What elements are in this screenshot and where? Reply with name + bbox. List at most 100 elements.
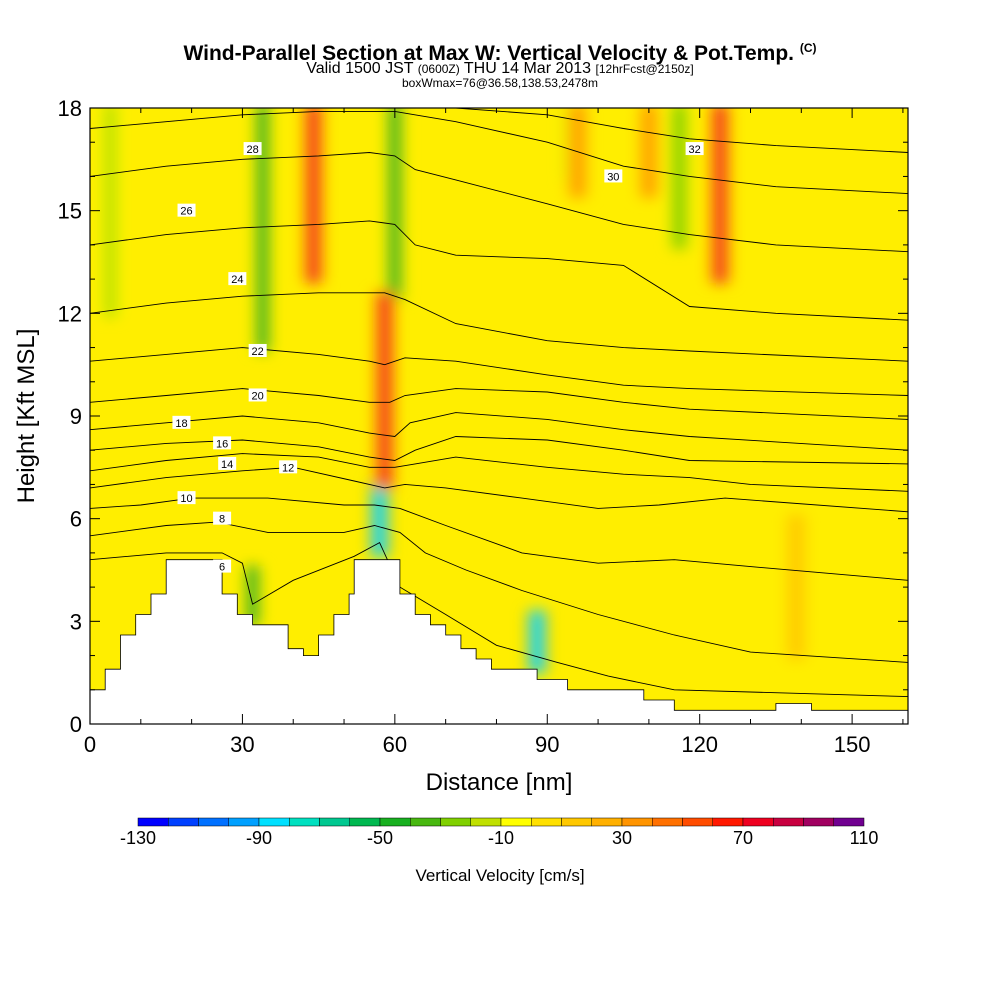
axes: 0 30 60 90 120 150 0 3 6 9 12 15 18	[58, 96, 908, 757]
terrain	[90, 559, 908, 724]
theta-label-12: 12	[279, 460, 298, 474]
updraft-cell-5-0	[792, 514, 801, 660]
theta-contour-24	[90, 292, 908, 362]
theta-label-6: 6	[213, 559, 232, 574]
downdraft-cell-0-0	[258, 108, 267, 352]
theta-label-bg-32	[685, 142, 704, 156]
theta-label-text-20: 20	[252, 390, 264, 402]
colorbar-swatch	[682, 817, 713, 827]
colorbar-swatch	[773, 817, 804, 827]
downdraft-cell-1-0	[391, 108, 399, 301]
colorbar-swatch	[137, 817, 169, 827]
colorbar-tick-label: -90	[246, 828, 272, 848]
theta-contour-12	[90, 466, 908, 513]
y-tick-label: 0	[70, 712, 82, 737]
colorbar-swatch	[803, 817, 834, 827]
theta-label-bg-12	[279, 460, 298, 474]
theta-contour-32	[455, 108, 908, 153]
downdraft-cell-6-0	[106, 108, 115, 318]
y-tick-label: 15	[58, 199, 82, 224]
theta-label-22: 22	[248, 343, 267, 358]
theta-label-bg-22	[248, 343, 267, 357]
theta-contour-20	[90, 388, 908, 420]
theta-label-28: 28	[243, 142, 262, 156]
theta-label-bg-26	[177, 203, 196, 217]
colorbar-swatch	[531, 817, 562, 827]
theta-contour-labels: 6 8 10 12 14 16 18 20 22 24 26 28 30 32	[172, 142, 704, 574]
x-tick-label: 0	[84, 732, 96, 757]
chart-subtitle: Valid 1500 JST (0600Z) THU 14 Mar 2013 […	[0, 60, 1000, 78]
theta-label-bg-14	[218, 456, 237, 470]
colorbar-tick-label: -50	[367, 828, 393, 848]
valid-date: THU 14 Mar 2013	[463, 60, 592, 77]
theta-contour-18	[90, 412, 908, 451]
colorbar-swatch	[500, 817, 532, 827]
colorbar-swatch	[410, 817, 441, 827]
theta-label-bg-10	[177, 491, 196, 505]
x-tick-label: 90	[535, 732, 559, 757]
colorbar-swatch	[742, 817, 774, 827]
colorbar-swatch	[652, 817, 683, 827]
theta-label-text-16: 16	[216, 438, 228, 450]
colorbar-tick-label: -10	[488, 828, 514, 848]
colorbar-swatch	[258, 817, 290, 827]
valid-time: Valid 1500 JST	[306, 60, 414, 77]
theta-label-8: 8	[213, 511, 232, 526]
theta-label-18: 18	[172, 415, 191, 430]
downdraft-cell-7-0	[248, 566, 257, 626]
x-tick-label: 120	[681, 732, 718, 757]
colorbar-swatch	[621, 817, 653, 827]
colorbar-swatch	[833, 817, 865, 827]
colorbar-swatch	[289, 817, 320, 827]
theta-label-bg-30	[604, 169, 623, 183]
updraft-cell-0-0	[309, 108, 318, 284]
colorbar-swatch	[470, 817, 502, 827]
colorbar-swatch	[168, 817, 199, 827]
theta-label-text-32: 32	[688, 144, 700, 156]
y-tick-label: 9	[70, 404, 82, 429]
theta-label-text-8: 8	[219, 514, 225, 526]
theta-contour-14	[90, 453, 908, 492]
valid-utc: (0600Z)	[417, 62, 460, 76]
theta-label-text-12: 12	[282, 462, 294, 474]
theta-label-text-14: 14	[221, 459, 233, 471]
y-tick-label: 12	[58, 301, 82, 326]
chart-title: Wind-Parallel Section at Max W: Vertical…	[0, 36, 1000, 66]
colorbar: -130 -90 -50 -10 30 70 110	[120, 817, 878, 848]
colorbar-tick-label: -130	[120, 828, 156, 848]
theta-label-bg-24	[228, 272, 247, 286]
updraft-cell-2-0	[716, 108, 725, 284]
theta-contour-6	[90, 541, 908, 698]
y-tick-label: 18	[58, 96, 82, 121]
velocity-field	[99, 108, 809, 674]
theta-label-30: 30	[604, 169, 623, 183]
theta-label-bg-28	[243, 142, 262, 156]
downdraft-cell-2-0	[375, 480, 384, 557]
x-tick-label: 60	[383, 732, 407, 757]
theta-label-10: 10	[177, 491, 196, 505]
theta-label-text-6: 6	[219, 562, 225, 574]
theta-label-24: 24	[228, 272, 247, 286]
updraft-cell-1-0	[380, 292, 389, 489]
theta-label-bg-16	[213, 436, 232, 450]
downdraft-cell-3-0	[533, 610, 541, 674]
colorbar-swatch	[712, 817, 744, 827]
colorbar-swatch	[228, 817, 260, 827]
y-axis-label: Height [Kft MSL]	[13, 329, 40, 504]
colorbar-swatch	[379, 817, 411, 827]
colorbar-swatch	[198, 817, 229, 827]
theta-label-14: 14	[218, 456, 237, 471]
theta-label-16: 16	[213, 436, 232, 450]
colorbar-swatch	[591, 817, 623, 827]
theta-label-bg-18	[172, 415, 191, 429]
theta-label-32: 32	[685, 142, 704, 156]
theta-label-text-28: 28	[246, 144, 258, 156]
chart-subtitle-box: boxWmax=76@36.58,138.53,2478m	[402, 76, 598, 90]
forecast-init: [12hrFcst@2150z]	[595, 62, 694, 76]
colorbar-tick-label: 70	[733, 828, 753, 848]
theta-label-20: 20	[248, 388, 267, 402]
updraft-cell-4-0	[644, 108, 653, 198]
x-tick-label: 150	[834, 732, 871, 757]
theta-label-bg-8	[213, 511, 232, 525]
